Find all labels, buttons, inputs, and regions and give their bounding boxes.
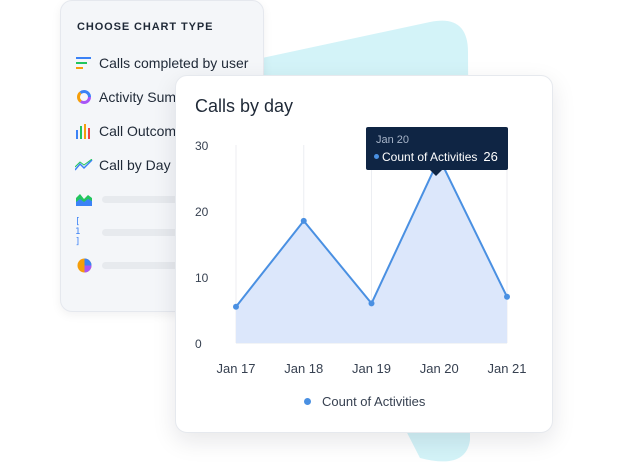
data-point [368, 300, 375, 307]
donut-icon [75, 88, 93, 106]
tooltip-date: Jan 20 [376, 134, 410, 146]
y-tick-label: 0 [195, 337, 202, 351]
y-tick-label: 30 [195, 139, 209, 153]
chart-option-area[interactable] [75, 188, 263, 210]
chart-plot: 0 10 20 30 Jan 17 Jan 18 Jan 19 Jan 20 Jan 21 [195, 139, 527, 376]
option-placeholder-bar [102, 261, 192, 269]
option-placeholder-bar [102, 195, 192, 203]
x-tick-label: Jan 21 [487, 361, 526, 376]
chart-option-call-by-day[interactable]: Call by Day [75, 154, 263, 176]
tooltip-row: Count of Activities 26 [374, 149, 498, 164]
chart-tooltip: Jan 20 Count of Activities 26 [366, 127, 508, 176]
chart-legend[interactable]: Count of Activities [304, 394, 425, 409]
legend-label: Count of Activities [322, 394, 426, 409]
x-tick-label: Jan 17 [216, 361, 255, 376]
chart-option-number[interactable]: [ 1 ] [75, 217, 263, 247]
number-icon: [ 1 ] [75, 217, 82, 247]
data-point [504, 293, 510, 300]
chart-option-activity-sum[interactable]: Activity Sum [75, 86, 263, 108]
tooltip-series-name: Count of Activities [382, 149, 478, 164]
tooltip-series-dot [374, 154, 379, 159]
pie-icon [75, 256, 93, 274]
chart-option-label: Call by Day [99, 157, 171, 173]
chart-title: Calls by day [195, 96, 294, 116]
x-tick-label: Jan 20 [420, 361, 459, 376]
y-tick-label: 10 [195, 271, 209, 285]
x-tick-label: Jan 18 [284, 361, 323, 376]
column-chart-icon [75, 122, 93, 140]
data-point [233, 303, 239, 310]
y-tick-label: 20 [195, 205, 209, 219]
chart-option-pie[interactable] [75, 254, 263, 276]
series-area [236, 158, 507, 343]
chart-option-label: Call Outcom [99, 123, 177, 139]
legend-dot [304, 398, 311, 405]
chart-option-call-outcome[interactable]: Call Outcom [75, 120, 263, 142]
chart-option-label: Activity Sum [99, 89, 177, 105]
chart-type-heading: CHOOSE CHART TYPE [77, 21, 214, 33]
data-point [300, 217, 307, 224]
x-tick-label: Jan 19 [352, 361, 391, 376]
bar-list-icon [75, 54, 93, 72]
tooltip-value: 26 [483, 149, 498, 164]
tooltip-arrow [430, 170, 442, 176]
calls-by-day-card: Calls by day 0 10 20 30 Jan 17 Jan 18 Jan 19 Ja… [175, 75, 553, 433]
chart-option-label: Calls completed by user [99, 55, 249, 71]
chart-option-calls-completed-by-user[interactable]: Calls completed by user [75, 52, 263, 74]
option-placeholder-bar [102, 228, 192, 236]
area-chart-icon [75, 190, 93, 208]
line-chart-icon [75, 156, 93, 174]
